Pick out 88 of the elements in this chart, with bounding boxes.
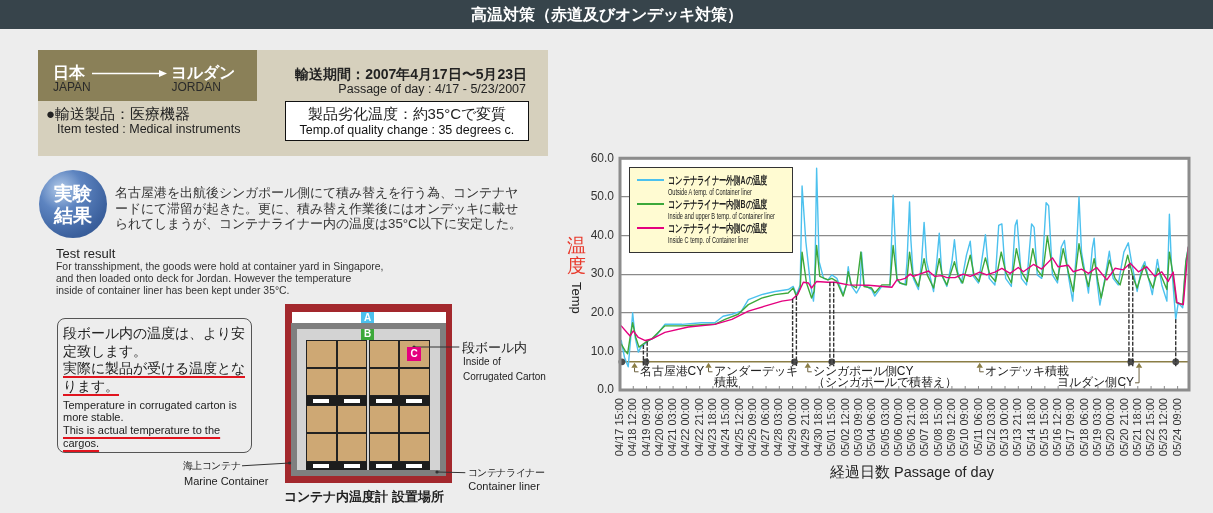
legend-label: コンテナライナー内側Cの温度 Inside C temp. of Container liner	[668, 222, 769, 247]
y-tick-label: 30.0	[590, 266, 615, 281]
x-tick-label: 04/19 09:00	[639, 398, 652, 457]
y-axis-title: 温度 Temp	[566, 235, 586, 314]
x-tick-label: 05/14 18:00	[1024, 398, 1037, 457]
text: 名古屋港を出航後シンガポール側にて積み替えを行う為、コンテナヤードにて滞留が起きた。更に、積み替え作業後にはオンデッキに載せられてしまうが、コンテナライナー内の温度は35°C以下に安定した。	[115, 185, 523, 232]
x-tick-label: 04/26 09:00	[745, 398, 758, 457]
text: This is actual temperature to the cargos.	[63, 424, 222, 449]
x-tick-label: 04/30 18:00	[812, 398, 825, 457]
x-tick-label: 05/17 09:00	[1064, 398, 1077, 457]
annotation: 名古屋港CY	[639, 364, 705, 379]
text: Test result	[56, 245, 116, 261]
text: 製品劣化温度：約35°Cで変質	[307, 105, 507, 122]
text: 段ボール内の温度は、より安定致します。	[63, 325, 246, 360]
text: Item tested : Medical instruments	[57, 121, 241, 136]
x-tick-label: 04/29 21:00	[798, 398, 811, 457]
y-tick-label: 0.0	[597, 382, 615, 397]
text: JORDAN	[171, 80, 221, 94]
x-axis-title: 経過日数 Passage of day	[830, 464, 994, 481]
annotation: シンガポール側CY （シンガポールで積替え）	[812, 364, 957, 390]
x-tick-label: 05/16 12:00	[1051, 398, 1064, 457]
y-tick-label: 40.0	[590, 227, 615, 242]
text: 段ボール内	[461, 340, 527, 355]
x-tick-label: 04/24 15:00	[719, 398, 732, 457]
x-tick-label: 04/28 03:00	[772, 398, 785, 457]
x-tick-label: 05/10 09:00	[958, 398, 971, 457]
x-tick-label: 04/27 06:00	[759, 398, 772, 457]
y-tick-label: 50.0	[590, 189, 615, 204]
text: Passage of day : 4/17 - 5/23/2007	[338, 82, 526, 96]
x-tick-label: 05/19 03:00	[1090, 398, 1103, 457]
x-tick-label: 04/22 21:00	[692, 398, 705, 457]
legend-label: コンテナライナー外側Aの温度 Outside A temp. of Container liner	[668, 174, 769, 198]
text: A	[361, 311, 375, 323]
x-tick-label: 05/23 12:00	[1157, 398, 1170, 457]
text: ヨルダン	[171, 64, 235, 81]
x-tick-label: 05/01 15:00	[825, 398, 838, 457]
x-tick-label: 05/02 12:00	[838, 398, 851, 457]
y-tick-label: 60.0	[590, 150, 615, 165]
text: Marine Container	[184, 474, 269, 488]
x-tick-label: 04/29 00:00	[785, 398, 798, 457]
x-tick-label: 05/07 18:00	[918, 398, 931, 457]
x-tick-label: 04/22 00:00	[679, 398, 692, 457]
x-tick-label: 05/05 03:00	[878, 398, 891, 457]
text: 海上コンテナ	[182, 459, 241, 472]
x-tick-label: 05/20 00:00	[1104, 398, 1117, 457]
x-tick-label: 05/21 18:00	[1130, 398, 1143, 457]
x-tick-label: 05/22 15:00	[1144, 398, 1157, 457]
y-tick-label: 10.0	[590, 343, 615, 358]
annotation: オンデッキ積載	[984, 364, 1069, 379]
text: ●輸送製品：医療機器	[46, 105, 191, 122]
text: Temperature in corrugated carton is more stable.	[63, 398, 238, 424]
x-tick-label: 05/03 09:00	[852, 398, 865, 457]
text: JAPAN	[53, 80, 91, 94]
x-tick-label: 04/23 18:00	[705, 398, 718, 457]
x-tick-label: 05/06 21:00	[905, 398, 918, 457]
text: 実際に製品が受ける温度となります。	[63, 360, 246, 395]
y-tick-label: 20.0	[590, 305, 615, 320]
legend-label: コンテナライナー内側Bの温度 Inside and upper B temp. of Container liner	[668, 198, 776, 222]
x-tick-label: 05/13 21:00	[1011, 398, 1024, 457]
x-tick-label: 04/18 12:00	[626, 398, 639, 457]
x-tick-label: 04/20 06:00	[652, 398, 665, 457]
x-tick-label: 05/06 00:00	[891, 398, 904, 457]
x-tick-label: 05/12 03:00	[984, 398, 997, 457]
chart-title: 高温対策（赤道及びオンデッキ対策）	[470, 6, 743, 23]
text: C	[407, 347, 421, 361]
x-tick-label: 05/24 09:00	[1170, 398, 1183, 457]
text: Temp.of quality change : 35 degrees c.	[299, 123, 515, 137]
x-tick-label: 05/11 06:00	[971, 398, 984, 456]
x-tick-label: 05/18 06:00	[1077, 398, 1090, 457]
text: For transshipment, the goods were hold at container yard in Singapore, and then loaded onto deck for Jordan. However the temperature inside of container liner has been kept under 35°C.	[56, 261, 384, 297]
text: Container liner	[468, 479, 540, 493]
annotation: アンダーデッキ積載	[713, 364, 799, 390]
text: B	[361, 328, 375, 340]
x-tick-label: 04/21 03:00	[666, 398, 679, 457]
x-tick-label: 05/15 15:00	[1037, 398, 1050, 457]
x-tick-label: 05/09 12:00	[944, 398, 957, 457]
x-tick-label: 04/17 15:00	[613, 398, 626, 457]
text: コンテナライナー	[467, 466, 545, 479]
text: 輸送期間：2007年4月17日〜5月23日	[295, 65, 527, 83]
x-tick-label: 05/20 21:00	[1117, 398, 1130, 457]
text: 実験結果	[53, 183, 93, 226]
x-tick-label: 05/04 06:00	[865, 398, 878, 457]
text: Inside of Corrugated Carton	[463, 355, 547, 384]
text: 日本	[53, 64, 85, 81]
x-tick-label: 04/25 12:00	[732, 398, 745, 457]
x-tick-label: 05/08 15:00	[931, 398, 944, 457]
text: コンテナ内温度計 設置場所	[284, 489, 444, 505]
x-tick-label: 05/13 00:00	[998, 398, 1011, 457]
